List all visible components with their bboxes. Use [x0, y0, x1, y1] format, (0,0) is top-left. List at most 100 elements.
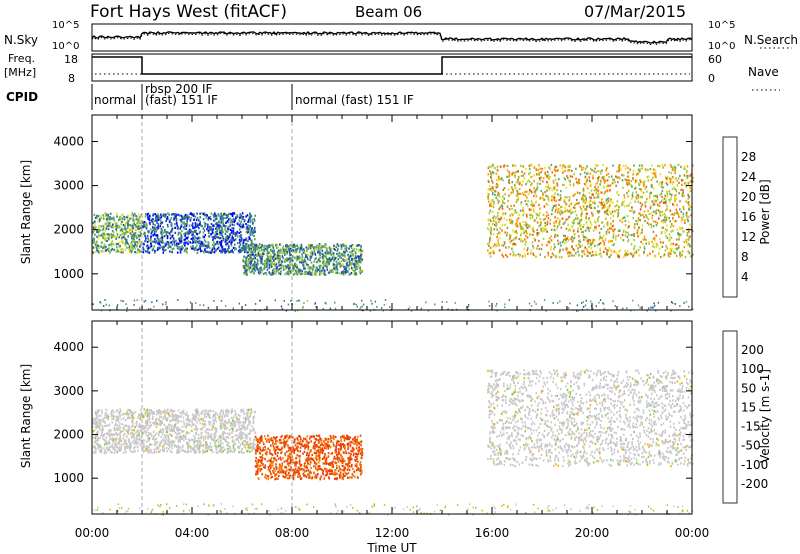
heatmap-cell [110, 236, 113, 239]
heatmap-cell [197, 224, 199, 228]
heatmap-cell [502, 188, 505, 191]
heatmap-cell [643, 210, 646, 213]
heatmap-cell [668, 233, 671, 236]
heatmap-cell [577, 182, 580, 185]
heatmap-cell [245, 260, 247, 263]
heatmap-cell [586, 240, 589, 243]
heatmap-cell [516, 170, 519, 173]
heatmap-cell [282, 245, 285, 248]
heatmap-cell [198, 240, 201, 243]
heatmap-cell [126, 307, 128, 310]
heatmap-cell [289, 260, 291, 264]
heatmap-cell [306, 300, 309, 302]
heatmap-cell [173, 237, 175, 240]
heatmap-cell [207, 225, 209, 228]
heatmap-cell [686, 169, 688, 172]
heatmap-cell [165, 234, 167, 237]
heatmap-cell [159, 247, 161, 250]
heatmap-cell [319, 251, 321, 254]
heatmap-cell [199, 242, 202, 245]
heatmap-cell [244, 249, 246, 252]
heatmap-cell [546, 181, 548, 184]
heatmap-cell [228, 420, 230, 423]
heatmap-cell [594, 221, 597, 224]
heatmap-cell [317, 268, 319, 271]
heatmap-cell [227, 237, 230, 240]
heatmap-cell [202, 236, 205, 239]
heatmap-cell [231, 249, 233, 252]
heatmap-cell [142, 222, 145, 225]
heatmap-cell [125, 230, 128, 233]
heatmap-cell [577, 247, 579, 250]
heatmap-cell [620, 168, 622, 171]
heatmap-cell [342, 271, 345, 274]
heatmap-cell [195, 229, 197, 232]
heatmap-cell [537, 232, 540, 235]
heatmap-cell [233, 212, 236, 215]
heatmap-cell [250, 242, 253, 245]
heatmap-cell [214, 212, 216, 215]
heatmap-cell [211, 249, 213, 252]
heatmap-cell [549, 166, 551, 170]
heatmap-cell [108, 224, 110, 227]
heatmap-cell [177, 225, 179, 229]
heatmap-cell [532, 204, 534, 207]
heatmap-cell [571, 235, 573, 239]
heatmap-cell [656, 195, 658, 198]
heatmap-cell [246, 267, 249, 270]
heatmap-cell [517, 196, 519, 199]
heatmap-cell [629, 252, 632, 255]
heatmap-cell [216, 240, 219, 243]
heatmap-cell [517, 178, 519, 181]
heatmap-cell [188, 432, 190, 435]
heatmap-cell [590, 300, 592, 303]
heatmap-cell [370, 299, 372, 302]
heatmap-cell [537, 173, 540, 176]
heatmap-cell [288, 248, 290, 251]
heatmap-cell [308, 268, 311, 271]
heatmap-cell [597, 196, 600, 199]
heatmap-cell [251, 259, 253, 262]
heatmap-cell [589, 203, 591, 206]
heatmap-cell [569, 175, 572, 178]
heatmap-cell [272, 250, 274, 253]
heatmap-cell [186, 232, 189, 235]
heatmap-cell [598, 224, 600, 227]
heatmap-cell [689, 174, 692, 177]
heatmap-cell [220, 300, 223, 302]
heatmap-cell [289, 259, 292, 262]
heatmap-cell [505, 234, 508, 237]
heatmap-cell [558, 198, 560, 202]
heatmap-cell [301, 253, 303, 256]
heatmap-cell [288, 249, 291, 252]
heatmap-cell [95, 215, 98, 218]
heatmap-cell [553, 228, 556, 231]
heatmap-cell [258, 254, 260, 257]
heatmap-cell [586, 248, 588, 251]
heatmap-cell [661, 190, 664, 193]
heatmap-cell [148, 215, 151, 219]
heatmap-cell [608, 239, 611, 242]
heatmap-cell [290, 244, 293, 247]
heatmap-cell [531, 203, 534, 206]
heatmap-cell [248, 260, 250, 263]
heatmap-cell [97, 437, 99, 440]
heatmap-cell [122, 224, 125, 227]
heatmap-cell [487, 227, 489, 230]
heatmap-cell [513, 253, 515, 256]
heatmap-cell [643, 238, 646, 241]
heatmap-cell [616, 190, 619, 193]
heatmap-cell [116, 304, 119, 306]
heatmap-cell [242, 245, 244, 248]
heatmap-cell [623, 200, 625, 203]
heatmap-cell [160, 222, 162, 225]
heatmap-cell [135, 215, 137, 218]
heatmap-cell [678, 244, 680, 248]
heatmap-cell [501, 224, 504, 227]
heatmap-cell [515, 194, 518, 197]
heatmap-cell [306, 254, 309, 257]
heatmap-cell [566, 196, 568, 199]
heatmap-cell [245, 441, 247, 444]
heatmap-cell [299, 256, 302, 259]
heatmap-cell [229, 224, 231, 227]
